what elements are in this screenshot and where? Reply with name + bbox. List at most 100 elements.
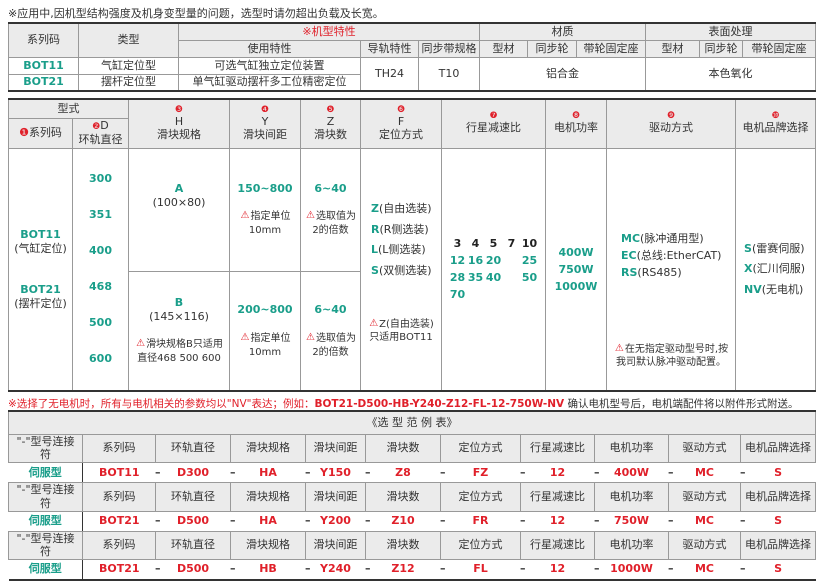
selection-table: 型式 ❸ H 滑块规格 ❹ Y 滑块间距 ❺ Z 滑块数 ❻ F 定位方式 ❼ 行星减速比 ❽ 电机… bbox=[8, 98, 816, 392]
example-cell: 400W – bbox=[594, 462, 674, 483]
example-cell: Y200– bbox=[305, 510, 371, 532]
example-header: "-"型号连接符 bbox=[8, 482, 83, 512]
ratio-option: 25 bbox=[521, 254, 538, 267]
rail: TH24 bbox=[360, 56, 419, 92]
example-cell: 伺服型 bbox=[8, 510, 83, 532]
ratio-option: 16 bbox=[467, 254, 484, 267]
example-cell: 750W – bbox=[594, 510, 674, 532]
h-profile2: 型材 bbox=[645, 39, 700, 58]
ratio-option: 5 bbox=[489, 237, 498, 251]
example-cell: Y150– bbox=[305, 462, 371, 483]
ratio-option: 4 bbox=[471, 237, 480, 251]
brand-cell: S(雷赛伺服) X(汇川伺服) NV(无电机) bbox=[735, 147, 816, 392]
h-pulley2: 同步轮 bbox=[699, 39, 743, 58]
h-col5: ❺ Z 滑块数 bbox=[300, 98, 361, 149]
h-col6: ❻ F 定位方式 bbox=[360, 98, 442, 149]
h-usage: 使用特性 bbox=[178, 39, 361, 58]
pitch-a: 150~800 ⚠指定单位 10mm bbox=[229, 147, 301, 272]
example-cell: 伺服型 bbox=[8, 462, 83, 483]
example-header: 驱动方式 bbox=[668, 482, 741, 512]
example-header: 系列码 bbox=[82, 433, 156, 463]
example-cell: D300– bbox=[155, 462, 236, 483]
example-header: 电机功率 bbox=[594, 530, 669, 560]
example-cell: HA – bbox=[230, 462, 311, 483]
example-header: 行星减速比 bbox=[520, 530, 595, 560]
warning-icon: ⚠ bbox=[136, 338, 146, 350]
h-pulley: 同步轮 bbox=[527, 39, 577, 58]
h-col8: ❽ 电机功率 bbox=[545, 98, 607, 149]
ratio-option: 50 bbox=[521, 270, 538, 284]
warning-icon: ⚠ bbox=[240, 331, 250, 343]
h-series: 系列码 bbox=[8, 22, 79, 58]
usage: 单气缸驱动摆杆多工位精密定位 bbox=[178, 73, 361, 92]
example-title: 《选 型 范 例 表》 bbox=[7, 410, 817, 435]
example-header: 驱动方式 bbox=[668, 530, 741, 560]
h-col9: ❾ 驱动方式 bbox=[606, 98, 736, 149]
h-material: 材质 bbox=[479, 22, 646, 41]
example-cell: S bbox=[740, 510, 816, 532]
block-a: A (100×80) bbox=[128, 147, 230, 272]
warning-icon: ⚠ bbox=[306, 210, 315, 222]
example-header: 滑块规格 bbox=[230, 482, 306, 512]
example-header: 定位方式 bbox=[440, 482, 521, 512]
count-b: 6~40 ⚠选取值为 2的倍数 bbox=[300, 270, 361, 392]
example-cell: BOT21– bbox=[82, 510, 161, 532]
example-header-row: "-"型号连接符 系列码 环轨直径 滑块规格 滑块间距 滑块数 定位方式 行星减速比 电机功率驱… bbox=[8, 482, 817, 512]
example-cell: Z10– bbox=[365, 510, 446, 532]
example-header: 滑块数 bbox=[365, 530, 441, 560]
usage: 可选气缸独立定位装置 bbox=[178, 56, 361, 75]
h-profile: 型材 bbox=[479, 39, 528, 58]
material: 铝合金 bbox=[479, 56, 646, 92]
example-header: 电机品牌选择 bbox=[739, 482, 817, 512]
series-cell: BOT11 (气缸定位) BOT21 (摆杆定位) bbox=[8, 147, 73, 392]
drive-cell: MC(脉冲通用型) EC(总线:EtherCAT) RS(RS485) ⚠在无指定驱动… bbox=[606, 147, 736, 392]
h-seat2: 带轮固定座 bbox=[741, 39, 817, 58]
example-header: 定位方式 bbox=[440, 530, 521, 560]
top-note: ※应用中,因机型结构强度及机身变型量的问题，选型时请勿超出负载及长宽。 bbox=[8, 7, 384, 20]
h-col7: ❼ 行星减速比 bbox=[441, 98, 546, 149]
h-col10: ❿ 电机品牌选择 bbox=[735, 98, 816, 149]
example-cell: BOT11– bbox=[82, 462, 161, 483]
warning-icon: ⚠ bbox=[240, 210, 250, 222]
example-header: 行星减速比 bbox=[520, 482, 595, 512]
h-col4: ❹ Y 滑块间距 bbox=[229, 98, 301, 149]
ratio-option: 35 bbox=[467, 270, 484, 284]
diameter-cell: 300 351 400 468 500 600 bbox=[72, 147, 129, 392]
example-header: 电机品牌选择 bbox=[739, 530, 817, 560]
example-cell: FR – bbox=[440, 510, 526, 532]
example-header: 滑块间距 bbox=[305, 530, 366, 560]
warning-icon: ⚠ bbox=[306, 331, 315, 343]
ratio-option: 28 bbox=[449, 270, 466, 284]
nv-note: ※选择了无电机时，所有与电机相关的参数均以"NV"表达；例如：BOT21-D50… bbox=[8, 398, 799, 410]
ratio-option: 40 bbox=[485, 270, 502, 284]
example-header: 行星减速比 bbox=[520, 433, 595, 463]
example-header: 系列码 bbox=[82, 482, 156, 512]
positioning-cell: Z(自由选装) R(R侧选装) L(L侧选装) S(双侧选装) ⚠Z(自由选装) 只适用… bbox=[360, 147, 442, 392]
h-col1: ❶系列码 bbox=[8, 117, 73, 149]
pitch-b: 200~800 ⚠指定单位 10mm bbox=[229, 270, 301, 392]
h-seat: 带轮固定座 bbox=[576, 39, 646, 58]
example-header: 环轨直径 bbox=[155, 482, 231, 512]
h-features: ※机型特性 bbox=[178, 22, 480, 41]
example-header-row: "-"型号连接符 系列码 环轨直径 滑块规格 滑块间距 滑块数 定位方式 行星减速比 电机功率驱… bbox=[8, 530, 817, 560]
example-header: 电机功率 bbox=[594, 482, 669, 512]
example-cell: D500– bbox=[155, 510, 236, 532]
example-header: 滑块间距 bbox=[305, 482, 366, 512]
ratio-cell: 3 4 5 7 10 12 16 20 25 28 35 40 50 70 bbox=[441, 147, 546, 392]
example-header: 滑块间距 bbox=[305, 433, 366, 463]
h-belt: 同步带规格 bbox=[418, 39, 480, 58]
example-cell: 12– bbox=[520, 462, 600, 483]
example-header-row: "-"型号连接符 系列码 环轨直径 滑块规格 滑块间距 滑块数 定位方式 行星减速比 电机功率驱… bbox=[8, 433, 817, 463]
example-cell: MC – bbox=[668, 510, 746, 532]
block-b: B (145×116) ⚠滑块规格B只适用 直径468 500 600 bbox=[128, 270, 230, 392]
example-header: 系列码 bbox=[82, 530, 156, 560]
example-header: "-"型号连接符 bbox=[8, 433, 83, 463]
example-cell: Z8– bbox=[365, 462, 446, 483]
example-header: 电机功率 bbox=[594, 433, 669, 463]
h-surface: 表面处理 bbox=[644, 22, 817, 41]
example-row: 伺服型 BOT11– D300– HA – Y150– Z8– FZ –12–400W – MC – S bbox=[8, 462, 816, 483]
spec-table: 系列码 类型 ※机型特性 材质 表面处理 使用特性 导轨特性 同步带规格 型材 同步轮 带轮固定座… bbox=[8, 22, 817, 92]
example-cell: S bbox=[740, 462, 816, 483]
ratio-option: 3 bbox=[453, 237, 462, 251]
ratio-option: 10 bbox=[521, 237, 538, 251]
